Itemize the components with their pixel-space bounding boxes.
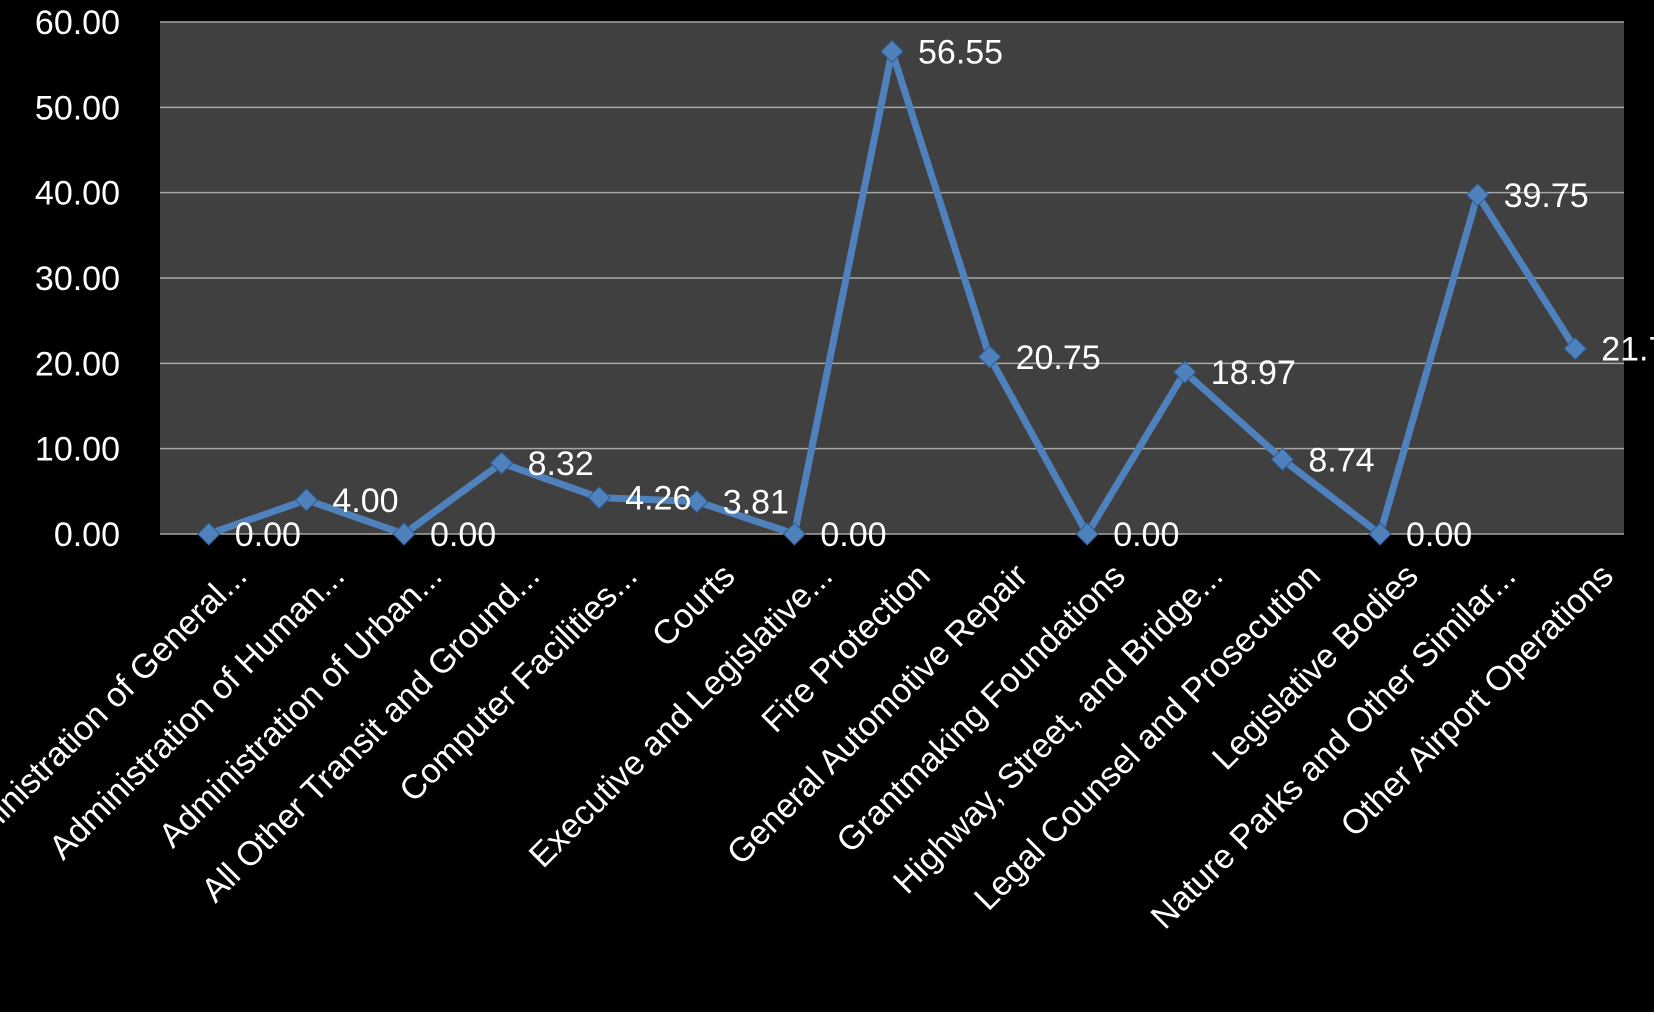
- data-labels: 0.00 4.00 0.00 8.32 4.26 3.81 0.00 56.55 20.75 0.…: [235, 33, 1654, 554]
- data-point-marker: [197, 522, 221, 546]
- data-point-marker: [685, 489, 709, 514]
- data-point-marker: [587, 485, 611, 510]
- data-label: 21.72: [1601, 331, 1654, 369]
- data-label: 0.00: [430, 516, 496, 554]
- data-point-marker: [294, 488, 319, 512]
- data-label: 8.32: [528, 445, 594, 483]
- y-tick-label: 10.00: [35, 431, 120, 469]
- data-label: 20.75: [1016, 339, 1101, 377]
- data-point-marker: [392, 522, 416, 546]
- y-tick-label: 30.00: [35, 260, 120, 298]
- data-label: 39.75: [1504, 177, 1589, 215]
- data-label: 0.00: [1113, 516, 1179, 554]
- data-label: 18.97: [1211, 354, 1296, 392]
- data-point-marker: [880, 39, 904, 64]
- data-point-marker: [1465, 183, 1490, 207]
- data-point-marker: [1368, 522, 1392, 546]
- y-tick-label: 0.00: [54, 516, 120, 554]
- data-point-marker: [977, 345, 1002, 369]
- data-label: 3.81: [723, 483, 789, 521]
- series-group: [197, 39, 1587, 546]
- data-label: 0.00: [235, 516, 301, 554]
- y-axis: 0.00 10.00 20.00 30.00 40.00 50.00 60.00: [35, 4, 120, 554]
- data-point-marker: [1270, 447, 1295, 472]
- y-tick-label: 50.00: [35, 89, 120, 127]
- data-label: 4.00: [332, 482, 398, 520]
- data-label: 4.26: [625, 480, 691, 518]
- y-tick-label: 40.00: [35, 175, 120, 213]
- data-point-marker: [1173, 360, 1197, 384]
- data-point-marker: [782, 522, 807, 546]
- data-label: 56.55: [918, 33, 1003, 71]
- y-tick-label: 20.00: [35, 345, 120, 383]
- y-tick-label: 60.00: [35, 4, 120, 42]
- data-label: 0.00: [1406, 516, 1472, 554]
- data-point-marker: [489, 451, 514, 475]
- data-label: 0.00: [820, 516, 886, 554]
- data-point-marker: [1075, 522, 1099, 546]
- data-point-marker: [1563, 336, 1587, 361]
- data-label: 8.74: [1308, 441, 1374, 479]
